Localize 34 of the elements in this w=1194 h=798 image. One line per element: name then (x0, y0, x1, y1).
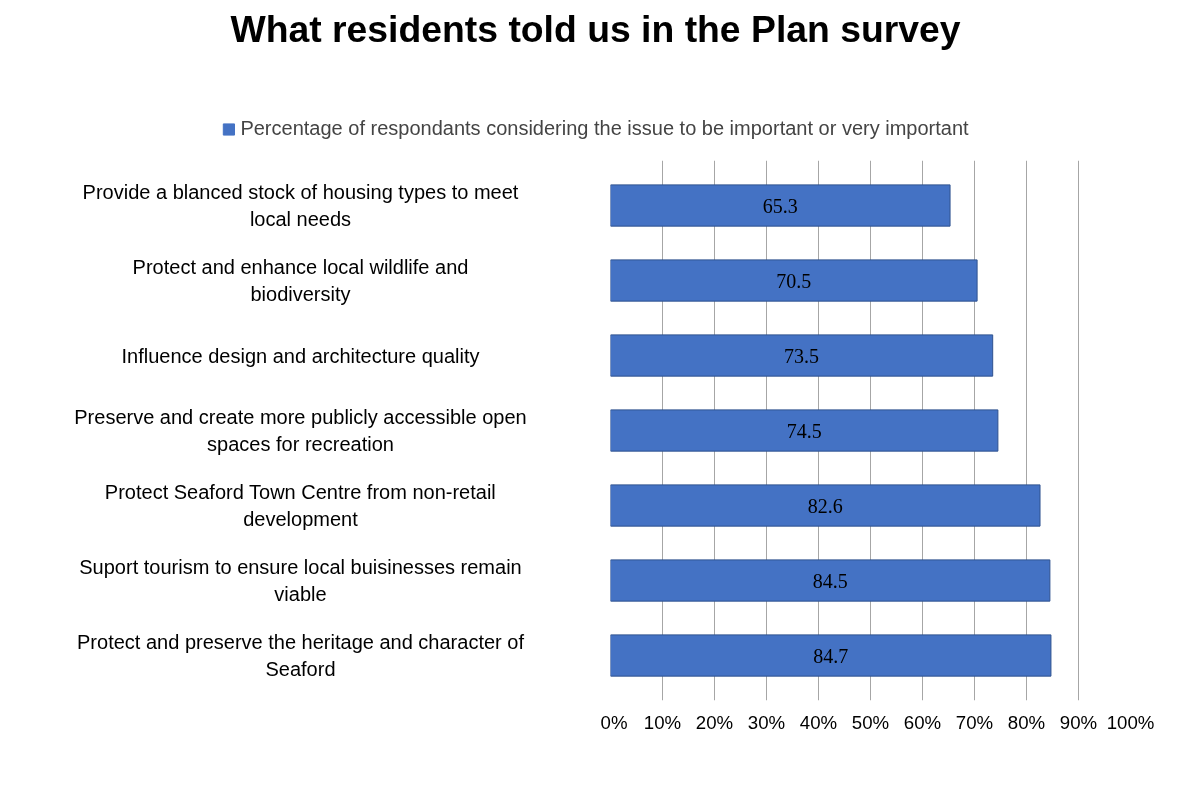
x-tick-label: 40% (799, 711, 838, 733)
chart-title: What residents told us in the Plan survey (230, 7, 961, 50)
y-tick-label: Provide a blanced stock of housing types to meet local needs (82, 181, 519, 230)
x-tick-label: 20% (695, 711, 734, 733)
data-label: 73.5 (784, 344, 820, 367)
legend-label: Percentage of respondants considering the issue to be important or very important (240, 117, 969, 140)
x-tick-label: 30% (747, 711, 786, 733)
data-label: 65.3 (762, 194, 798, 217)
bar (610, 634, 1052, 677)
data-label: 74.5 (786, 419, 822, 442)
y-tick-label: Protect and preserve the heritage and character of Seaford (77, 631, 525, 680)
bar (610, 409, 999, 452)
data-label: 84.7 (813, 644, 849, 667)
bar (610, 184, 951, 227)
bar (610, 559, 1051, 602)
bar (610, 334, 994, 377)
bar (610, 484, 1041, 527)
y-tick-label: Protect Seaford Town Centre from non-retail development (104, 481, 496, 530)
x-tick-label: 0% (600, 711, 628, 733)
x-tick-label: 90% (1059, 711, 1098, 733)
data-label: 70.5 (776, 269, 812, 292)
y-tick-label: Preserve and create more publicly accessible open spaces for recreation (74, 406, 527, 455)
x-tick-label: 60% (903, 711, 942, 733)
x-tick-label: 100% (1106, 711, 1155, 733)
y-tick-label: Suport tourism to ensure local buisinesses remain viable (79, 556, 522, 605)
x-tick-label: 80% (1007, 711, 1046, 733)
y-tick-label: Influence design and architecture quality (121, 344, 480, 367)
data-label: 84.5 (812, 569, 848, 592)
y-tick-label: Protect and enhance local wildlife and biodiversity (132, 256, 469, 305)
x-tick-label: 70% (955, 711, 994, 733)
bar (610, 259, 978, 302)
x-tick-label: 50% (851, 711, 890, 733)
x-tick-label: 10% (643, 711, 682, 733)
data-label: 82.6 (807, 494, 843, 517)
